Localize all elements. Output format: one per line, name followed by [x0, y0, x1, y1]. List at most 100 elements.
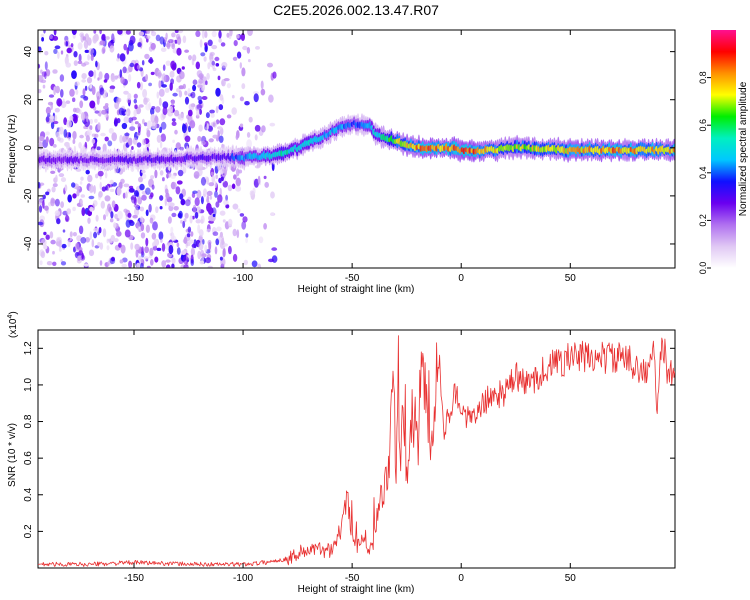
spectrogram-noise-cell [62, 98, 65, 107]
spectrogram-noise-cell [145, 237, 149, 247]
spectrogram-noise-cell [201, 256, 204, 262]
spectrogram-noise-cell [217, 194, 223, 203]
spectrogram-noise-cell [146, 265, 151, 268]
spectrogram-noise-cell [109, 45, 115, 53]
spectrogram-noise-cell [158, 231, 164, 240]
spectrogram-noise-cell [142, 88, 148, 98]
spectrogram-noise-cell [64, 184, 68, 192]
spectrogram-noise-cell [149, 57, 153, 64]
spectrogram-noise-cell [258, 236, 264, 244]
spectrogram-noise-cell [80, 237, 87, 244]
spectrogram-noise-cell [85, 237, 90, 243]
spectrogram-noise-cell [79, 134, 84, 139]
spectrogram-noise-cell [207, 265, 213, 268]
y-tick-label: -40 [23, 236, 34, 251]
spectrogram-noise-cell [236, 34, 240, 39]
spectrogram-noise-cell [150, 259, 154, 266]
spectrogram-noise-cell [58, 247, 62, 252]
spectrogram-noise-cell [206, 202, 212, 213]
colorbar-tick-label: 0.8 [698, 71, 708, 84]
spectrogram-noise-cell [138, 104, 144, 108]
spectrogram-noise-cell [49, 231, 54, 239]
spectrogram-noise-cell [74, 242, 80, 251]
spectrogram-noise-cell [123, 43, 127, 51]
x-tick-label: -50 [345, 573, 360, 584]
spectrogram-noise-cell [196, 108, 200, 117]
spectrogram-noise-cell [72, 139, 76, 144]
spectrogram-noise-cell [54, 114, 58, 122]
spectrogram-noise-cell [116, 57, 120, 62]
spectrogram-noise-cell [60, 201, 64, 209]
spectrogram-noise-cell [204, 42, 208, 47]
spectrogram-noise-cell [176, 47, 182, 56]
spectrogram-noise-cell [182, 220, 186, 229]
spectrogram-noise-cell [60, 50, 64, 55]
spectrogram-noise-cell [159, 206, 163, 210]
spectrogram-noise-cell [192, 215, 195, 220]
spectrogram-noise-cell [211, 30, 217, 38]
spectrogram-noise-cell [194, 211, 199, 219]
spectrogram-noise-cell [66, 119, 72, 128]
colorbar-label: Normalized spectral amplitude [738, 81, 749, 216]
spectrogram-noise-cell [80, 199, 83, 206]
spectrogram-noise-cell [110, 211, 114, 219]
spectrogram-noise-cell [154, 169, 158, 179]
spectrogram-noise-cell [184, 49, 190, 53]
spectrogram-noise-cell [85, 135, 90, 142]
spectrogram-noise-cell [132, 214, 138, 219]
spectrogram-noise-cell [98, 71, 103, 80]
spectrogram-noise-cell [231, 183, 236, 190]
spectrogram-noise-cell [212, 134, 219, 139]
spectrogram-noise-cell [80, 254, 86, 261]
spectrogram-noise-cell [188, 239, 195, 244]
spectrogram-noise-cell [165, 192, 170, 199]
spectrogram-noise-cell [44, 205, 49, 211]
spectrogram-noise-cell [247, 30, 253, 36]
snr-x-axis: -150 -100 -50 0 50 [124, 330, 576, 584]
spectrogram-noise-cell [272, 71, 277, 79]
spectrogram-noise-cell [161, 243, 166, 252]
spectrogram-noise-cell [214, 246, 218, 255]
spectrogram-noise-cell [167, 216, 172, 224]
spectrogram-noise-cell [121, 263, 127, 268]
spectrogram-noise-cell [155, 206, 159, 214]
spectrogram-noise-cell [201, 96, 208, 100]
y-tick-label: 0.4 [23, 487, 34, 501]
spectrogram-noise-cell [84, 85, 88, 91]
spectrogram-noise-cell [239, 62, 242, 69]
spectrogram-noise-cell [176, 247, 181, 255]
spectrogram-noise-cell [45, 191, 50, 196]
spectrogram-noise-cell [169, 202, 175, 207]
spectrogram-noise-cell [145, 187, 151, 195]
spectrogram-noise-cell [119, 69, 123, 78]
spectrogram-noise-cell [207, 39, 213, 47]
spectrogram-noise-cell [125, 191, 128, 199]
spectrogram-noise-cell [196, 70, 203, 78]
spectrogram-noise-cell [112, 222, 117, 229]
spectrogram-noise-cell [42, 200, 45, 209]
spectrogram-noise-cell [64, 215, 70, 223]
spectrogram-noise-cell [52, 183, 58, 188]
spectrogram-noise-cell [81, 73, 87, 80]
spectrogram-noise-cell [96, 95, 100, 105]
spectrogram-noise-cell [198, 124, 203, 132]
spectrogram-noise-cell [166, 171, 172, 178]
spectrogram-noise-cell [44, 51, 49, 56]
spectrogram-noise-cell [93, 33, 99, 42]
spectrogram-noise-cell [136, 81, 141, 89]
spectrogram-noise-cell [227, 184, 233, 192]
spectrogram-noise-cell [225, 204, 230, 209]
spectrogram-noise-cell [175, 186, 181, 195]
spectrogram-noise-cell [215, 63, 220, 67]
spectrogram-noise-cell [40, 69, 43, 74]
spectrogram-noise-cell [69, 88, 75, 97]
spectrogram-noise-cell [45, 106, 52, 115]
spectrogram-noise-cell [85, 169, 90, 175]
spectrogram-noise-cell [235, 185, 242, 192]
spectrogram-noise-cell [156, 91, 160, 99]
spectrogram-noise-cell [50, 170, 56, 174]
snr-y-scale-base: (x10 [8, 318, 19, 338]
spectrogram-noise-cell [52, 35, 59, 41]
spectrogram-noise-cell [146, 120, 152, 130]
spectrogram-noise-cell [183, 264, 189, 268]
